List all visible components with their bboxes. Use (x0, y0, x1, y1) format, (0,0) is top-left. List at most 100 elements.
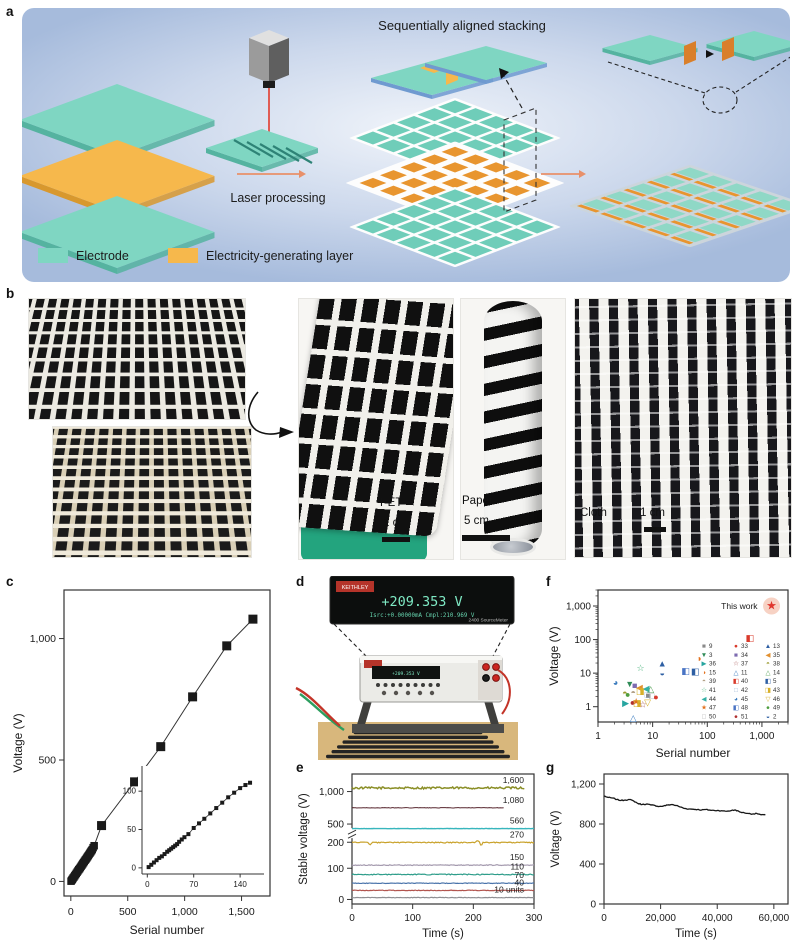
green-lead-wire (299, 693, 345, 731)
svg-text:●: ● (630, 698, 635, 708)
svg-text:500: 500 (38, 755, 56, 767)
svg-text:◕: ◕ (613, 677, 618, 687)
axis-frame (603, 773, 789, 905)
electrode-label: Electrode (76, 249, 129, 263)
svg-text:Time (s): Time (s) (675, 928, 717, 940)
panel-a-schematic: Sequentially aligned stacking Laser proc… (22, 8, 790, 282)
svg-text:15: 15 (709, 669, 716, 676)
svg-text:Voltage (V): Voltage (V) (550, 810, 562, 867)
svg-text:34: 34 (741, 652, 748, 659)
pet-scale-text: 1 cm (383, 517, 408, 529)
svg-text:0: 0 (349, 913, 355, 924)
series-270 (351, 840, 535, 846)
panel-label-g: g (546, 760, 555, 775)
svg-text:◨: ◨ (633, 698, 642, 708)
svg-text:◨: ◨ (636, 686, 645, 696)
svg-text:◧: ◧ (733, 678, 739, 685)
svg-text:◀: ◀ (636, 682, 643, 692)
svg-text:51: 51 (741, 713, 748, 720)
svg-text:★: ★ (632, 697, 640, 707)
svg-text:▶: ▶ (702, 661, 707, 668)
svg-text:▲: ▲ (658, 659, 667, 669)
svg-text:1,000: 1,000 (172, 906, 198, 918)
photo-cloth-device (574, 298, 792, 558)
svg-text:0: 0 (68, 906, 74, 918)
svg-text:1: 1 (595, 731, 601, 742)
decay-line (603, 795, 766, 816)
merge-arrow (247, 391, 294, 438)
cloth-scale-text: 1 cm (640, 507, 665, 519)
svg-text:110: 110 (510, 861, 524, 871)
svg-text:■: ■ (734, 652, 738, 659)
schematic-shapes (22, 30, 790, 274)
svg-text:◑: ◑ (696, 653, 701, 663)
svg-text:2: 2 (773, 713, 777, 720)
svg-text:10: 10 (647, 731, 659, 742)
svg-text:1,000: 1,000 (319, 787, 344, 798)
svg-text:□: □ (649, 691, 655, 701)
generating-layer-swatch (168, 248, 198, 263)
svg-text:500: 500 (119, 906, 137, 918)
stacking-title: Sequentially aligned stacking (378, 18, 546, 33)
svg-text:◀: ◀ (643, 684, 650, 694)
svg-text:●: ● (734, 713, 738, 720)
svg-text:1,200: 1,200 (571, 780, 596, 791)
svg-text:20,000: 20,000 (645, 913, 676, 924)
svg-text:13: 13 (773, 643, 780, 650)
svg-text:45: 45 (741, 696, 748, 703)
svg-text:▽: ▽ (644, 698, 651, 708)
svg-text:0: 0 (50, 876, 56, 888)
svg-text:1,600: 1,600 (503, 775, 525, 785)
svg-text:1: 1 (585, 702, 591, 713)
svg-text:◓: ◓ (630, 688, 635, 698)
svg-text:★: ★ (766, 599, 777, 613)
svg-text:0: 0 (145, 880, 150, 889)
photo-paper-roll (460, 298, 566, 560)
svg-text:1,000: 1,000 (566, 602, 591, 613)
chart-comparison-log: 1 10 100 1,000 1 10 100 1,000 Serial number Volta… (547, 589, 789, 760)
series-1,600 (351, 785, 525, 791)
svg-text:9: 9 (709, 643, 713, 650)
svg-text:40,000: 40,000 (702, 913, 733, 924)
svg-text:0: 0 (601, 913, 607, 924)
svg-text:◓: ◓ (622, 688, 627, 698)
svg-text:40: 40 (515, 877, 525, 887)
svg-text:50: 50 (709, 713, 716, 720)
pet-scalebar (382, 537, 410, 542)
svg-text:◒: ◒ (766, 713, 770, 720)
svg-text:Serial number: Serial number (130, 923, 205, 937)
paper-tube (484, 301, 542, 549)
axis-frame (597, 589, 789, 723)
svg-text:5: 5 (773, 678, 777, 685)
svg-text:0: 0 (590, 900, 596, 911)
svg-text:▼: ▼ (701, 652, 707, 659)
svg-text:◧: ◧ (733, 705, 739, 712)
svg-text:△: △ (734, 669, 739, 676)
svg-text:▽: ▽ (766, 696, 771, 703)
svg-text:11: 11 (741, 669, 748, 676)
cloth-scalebar (644, 527, 666, 532)
svg-text:560: 560 (510, 816, 524, 826)
svg-text:◧: ◧ (765, 678, 771, 685)
red-lead-wire (295, 686, 341, 727)
svg-text:70: 70 (515, 870, 525, 880)
paper-roll-core (490, 538, 536, 556)
svg-text:46: 46 (773, 696, 780, 703)
paper-scale-text: 5 cm (464, 515, 489, 527)
svg-text:Time (s): Time (s) (422, 928, 464, 940)
panel-label-e: e (296, 760, 304, 775)
svg-text:■: ■ (632, 681, 637, 691)
svg-text:43: 43 (773, 687, 780, 694)
array-checker-pattern (53, 427, 251, 557)
panel-label-d: d (296, 574, 305, 589)
svg-text:1,080: 1,080 (503, 795, 525, 805)
measurement-photo: KEITHLEY +209.353 V Isrc:+0.00000mA Cmpl… (295, 576, 518, 760)
brand-badge (336, 581, 374, 592)
series-110 (351, 873, 535, 876)
svg-text:50: 50 (127, 825, 136, 834)
svg-text:Stable voltage (V): Stable voltage (V) (298, 793, 310, 885)
svg-text:100: 100 (327, 864, 344, 875)
svg-text:■: ■ (702, 643, 706, 650)
panel-label-c: c (6, 574, 14, 589)
